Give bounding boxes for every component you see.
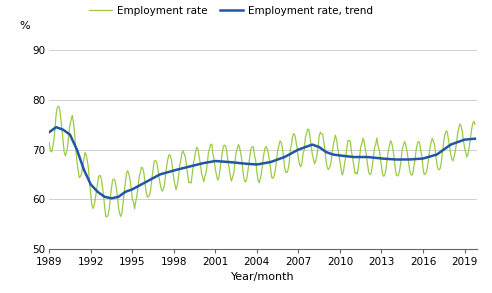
Employment rate, trend [472,137,478,140]
Legend: Employment rate, Employment rate, trend: Employment rate, Employment rate, trend [89,6,373,16]
Employment rate [123,180,128,184]
Line: Employment rate: Employment rate [49,106,475,217]
Employment rate [219,151,225,155]
Employment rate [215,178,220,182]
X-axis label: Year/month: Year/month [231,272,295,282]
Employment rate, trend [109,197,115,200]
Employment rate, trend [53,125,59,129]
Employment rate [398,158,404,161]
Text: %: % [19,21,30,31]
Employment rate [359,142,365,146]
Employment rate, trend [359,155,365,159]
Employment rate, trend [398,158,404,161]
Employment rate, trend [46,130,52,134]
Employment rate [104,215,110,219]
Employment rate, trend [123,190,128,194]
Employment rate, trend [215,159,220,163]
Employment rate [46,141,52,144]
Line: Employment rate, trend: Employment rate, trend [49,127,475,198]
Employment rate, trend [219,160,225,163]
Employment rate [419,154,425,157]
Employment rate, trend [419,157,425,160]
Employment rate [472,123,478,126]
Employment rate [56,105,62,108]
